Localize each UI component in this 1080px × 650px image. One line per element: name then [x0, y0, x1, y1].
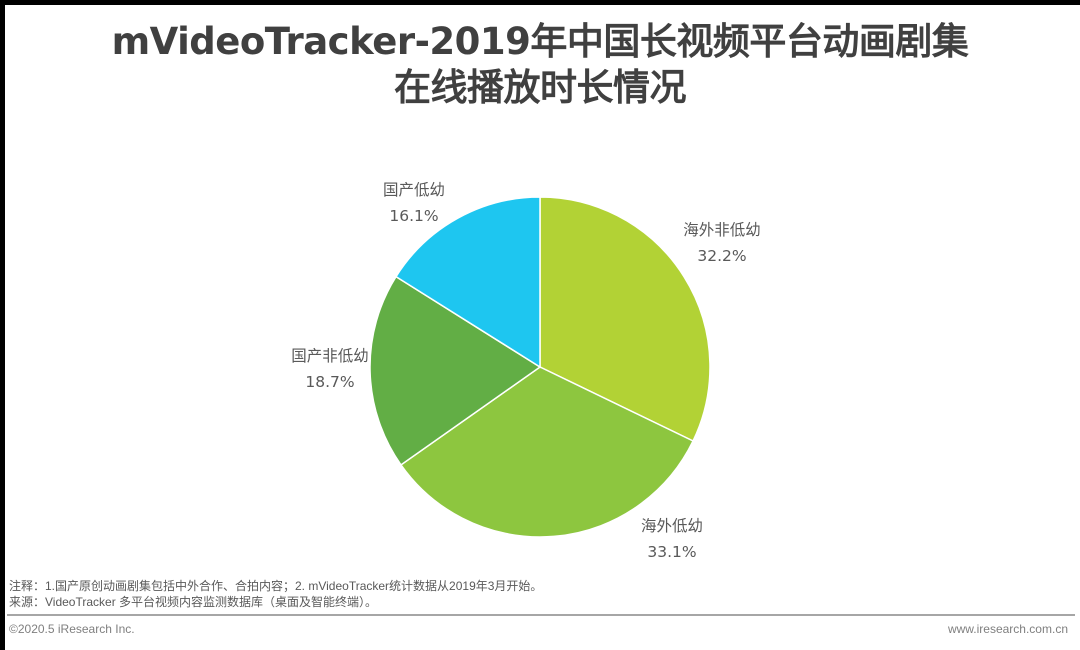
pie-slice	[399, 366, 695, 538]
frame-border-top	[0, 0, 1080, 5]
slice-label-name: 海外低幼	[640, 517, 703, 535]
slice-label-name: 国产低幼	[382, 181, 445, 199]
chart-title-line-2: 在线播放时长情况	[394, 66, 687, 109]
slice-label-value: 33.1%	[647, 543, 697, 561]
website-link[interactable]: www.iresearch.com.cn	[947, 622, 1068, 636]
chart-title-line-1: mVideoTracker-2019年中国长视频平台动画剧集	[111, 20, 969, 63]
slice-label-value: 18.7%	[305, 373, 355, 391]
slice-label-overseas-non-preschool: 海外非低幼 32.2%	[672, 217, 772, 269]
pie-slice	[539, 196, 711, 443]
note-text: 注释：1.国产原创动画剧集包括中外合作、合拍内容；2. mVideoTracke…	[9, 579, 543, 593]
slice-label-domestic-non-preschool: 国产非低幼 18.7%	[280, 343, 380, 395]
slice-label-domestic-preschool: 国产低幼 16.1%	[364, 177, 464, 229]
source-text: 来源：VideoTracker 多平台视频内容监测数据库（桌面及智能终端）。	[9, 595, 378, 609]
copyright: ©2020.5 iResearch Inc.	[9, 622, 135, 636]
pie-slice	[369, 275, 542, 466]
frame-border-left	[0, 0, 5, 650]
slice-label-name: 国产非低幼	[291, 347, 369, 365]
footnotes: 注释：1.国产原创动画剧集包括中外合作、合拍内容；2. mVideoTracke…	[9, 578, 542, 610]
slice-label-name: 海外非低幼	[683, 221, 761, 239]
pie-slice	[394, 196, 541, 369]
slice-label-overseas-preschool: 海外低幼 33.1%	[622, 513, 722, 565]
footer-divider	[7, 614, 1075, 616]
slice-label-value: 16.1%	[389, 207, 439, 225]
slice-label-value: 32.2%	[697, 247, 747, 265]
